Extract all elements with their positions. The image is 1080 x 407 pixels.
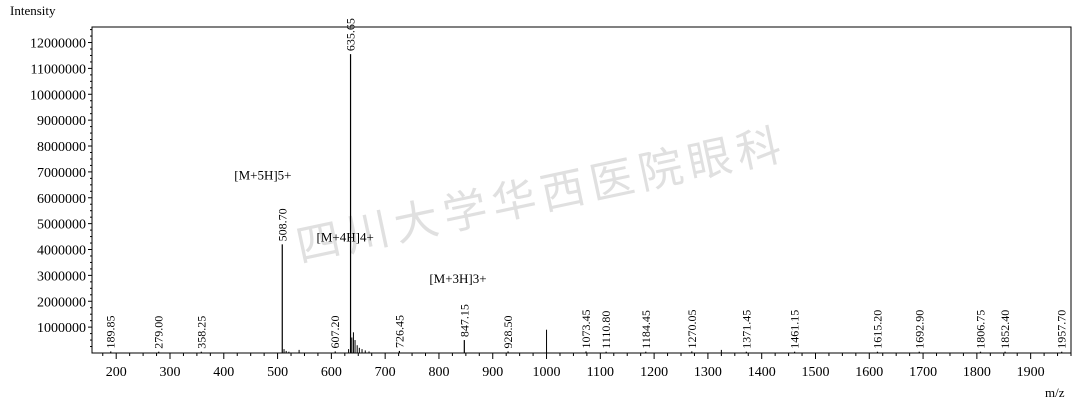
y-tick-label: 8000000 — [37, 140, 86, 155]
x-tick-label: 1100 — [587, 365, 614, 380]
x-tick-label: 700 — [375, 365, 396, 380]
peak-label: 1806.75 — [973, 310, 987, 349]
y-tick-label: 5000000 — [37, 218, 86, 233]
y-tick-label: 4000000 — [37, 244, 86, 259]
peak-label: 508.70 — [275, 208, 289, 241]
peak-label: 1371.45 — [739, 310, 753, 349]
x-axis: 200 300 400 500 600 700 800 900 1000 1100 1200 1300… — [102, 353, 1072, 380]
x-tick-label: 1700 — [909, 365, 937, 380]
y-tick-label: 12000000 — [30, 37, 86, 52]
x-tick-label: 500 — [267, 365, 288, 380]
peak-label: 1073.45 — [579, 309, 593, 348]
y-axis: 1000000 2000000 3000000 4000000 5000000 60000… — [30, 29, 92, 348]
peak-label: 1615.20 — [870, 310, 884, 349]
x-axis-title: m/z — [1045, 385, 1065, 400]
y-tick-label: 9000000 — [37, 114, 86, 129]
peak-label: 1184.45 — [639, 310, 653, 349]
y-tick-label: 6000000 — [37, 192, 86, 207]
peak-label: 189.85 — [104, 315, 118, 348]
watermark-text: 四川大学华西医院眼科 — [292, 119, 792, 273]
peak-label: 635.65 — [344, 18, 358, 51]
y-tick-label: 3000000 — [37, 269, 86, 284]
peak-label: 358.25 — [194, 316, 208, 349]
x-tick-label: 1900 — [1017, 365, 1045, 380]
y-axis-title: Intensity — [10, 3, 56, 18]
x-tick-label: 1800 — [963, 365, 991, 380]
x-tick-label: 400 — [213, 365, 234, 380]
y-tick-label: 2000000 — [37, 295, 86, 310]
peak-label: 1852.40 — [998, 310, 1012, 349]
x-tick-label: 200 — [106, 365, 127, 380]
peak-label: 726.45 — [392, 315, 406, 348]
peak-label: 1270.05 — [685, 309, 699, 348]
peak-label: 1461.15 — [788, 310, 802, 349]
peak-label: 279.00 — [152, 316, 166, 349]
plot-frame — [91, 26, 1072, 354]
x-tick-label: 900 — [482, 365, 503, 380]
minor-peaks — [283, 329, 722, 353]
peak-annotation: [M+5H]5+ — [234, 168, 291, 183]
x-tick-label: 800 — [428, 365, 449, 380]
peak-label: 1110.80 — [599, 311, 613, 349]
annotations: [M+5H]5+ [M+4H]4+ [M+3H]3+ — [234, 168, 486, 286]
x-tick-label: 1000 — [533, 365, 561, 380]
x-tick-label: 1300 — [694, 365, 722, 380]
x-tick-label: 1600 — [855, 365, 883, 380]
x-tick-label: 1500 — [801, 365, 829, 380]
peak-label: 847.15 — [457, 304, 471, 337]
peak-label: 1692.90 — [912, 310, 926, 349]
peak-label: 928.50 — [501, 315, 515, 348]
y-tick-label: 10000000 — [30, 88, 86, 103]
y-tick-label: 7000000 — [37, 166, 86, 181]
peaks: 189.85 279.00 358.25 508.70 607.20 635.65 726.… — [104, 18, 1069, 353]
x-tick-label: 300 — [159, 365, 180, 380]
peak-label: 607.20 — [328, 315, 342, 348]
peak-annotation: [M+3H]3+ — [429, 271, 486, 286]
y-tick-label: 11000000 — [31, 62, 86, 77]
y-tick-label: 1000000 — [37, 321, 86, 336]
x-tick-label: 1200 — [640, 365, 668, 380]
x-tick-label: 1400 — [748, 365, 776, 380]
peak-label: 1957.70 — [1055, 310, 1069, 349]
x-tick-label: 600 — [321, 365, 342, 380]
peak-annotation: [M+4H]4+ — [317, 230, 374, 245]
